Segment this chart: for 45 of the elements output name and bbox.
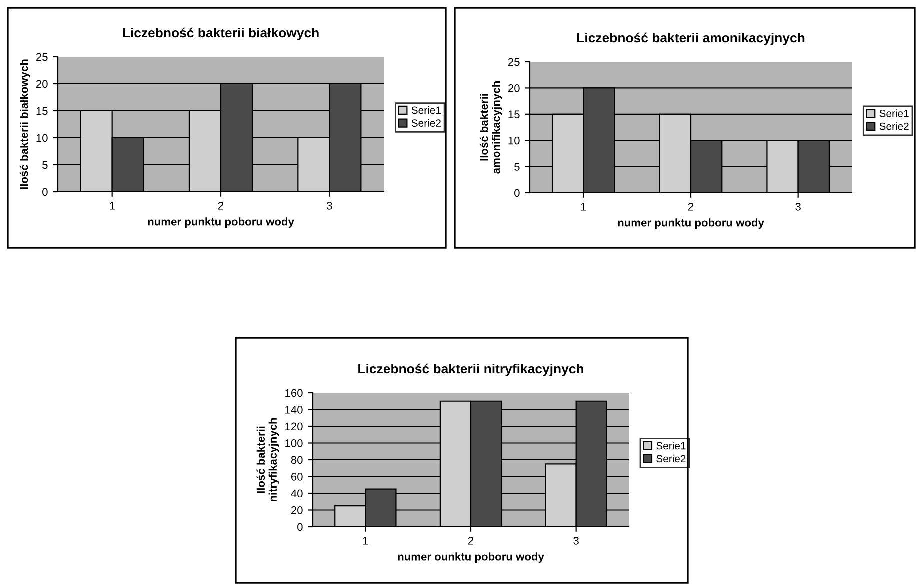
legend-label: Serie1 (412, 106, 441, 114)
y-tick-label: 20 (36, 80, 48, 88)
y-tick-label: 120 (286, 422, 303, 431)
y-tick-label: 60 (291, 473, 303, 481)
chart-title: Liczebność bakterii amonikacyjnych (577, 32, 805, 46)
legend-label: Serie1 (880, 110, 909, 118)
y-tick-label: 10 (36, 134, 48, 142)
y-tick-label: 40 (291, 490, 303, 498)
y-tick-label: 25 (36, 53, 48, 62)
x-tick-label: 1 (363, 537, 368, 545)
chart-title: Liczebność bakterii białkowych (123, 28, 319, 40)
y-tick-label: 25 (508, 58, 520, 66)
y-tick-label: 5 (42, 161, 48, 170)
y-tick-label: 140 (286, 406, 303, 414)
x-tick-label: 3 (796, 203, 801, 211)
y-tick-label: 5 (514, 163, 520, 171)
legend-label: Serie2 (656, 454, 686, 463)
y-axis-title: Ilość bakterii amonifikacyjnych (480, 82, 502, 174)
y-tick-label: 0 (42, 188, 48, 196)
x-tick-label: 3 (327, 202, 332, 210)
legend-label: Serie1 (656, 442, 686, 450)
y-tick-label: 10 (508, 136, 520, 145)
x-tick-label: 3 (574, 537, 579, 545)
x-tick-label: 2 (468, 537, 474, 545)
y-tick-label: 15 (508, 110, 520, 119)
y-tick-label: 160 (286, 389, 303, 398)
y-tick-label: 20 (291, 506, 303, 514)
x-axis-title: numer punktu poboru wody (148, 218, 294, 228)
legend-label: Serie2 (412, 119, 441, 128)
x-axis-title: numer punktu poboru wody (618, 218, 764, 229)
y-tick-label: 20 (508, 84, 520, 92)
y-axis-title: Ilość bakterii białkowych (20, 60, 30, 190)
legend-label: Serie2 (880, 122, 909, 130)
y-tick-label: 0 (298, 523, 303, 532)
x-tick-label: 2 (688, 203, 694, 211)
x-tick-label: 1 (110, 202, 115, 210)
y-tick-label: 15 (36, 107, 48, 116)
chart-title: Liczebność bakterii nitryfikacyjnych (358, 364, 584, 376)
y-tick-label: 80 (291, 456, 303, 464)
y-tick-label: 100 (286, 440, 303, 448)
y-axis-title: Ilość bakterii nitryfikacyjnych (256, 418, 280, 502)
x-tick-label: 2 (218, 202, 224, 210)
x-tick-label: 1 (581, 203, 586, 211)
y-tick-label: 0 (514, 189, 520, 198)
x-axis-title: numer ounktu poboru wody (398, 552, 544, 563)
